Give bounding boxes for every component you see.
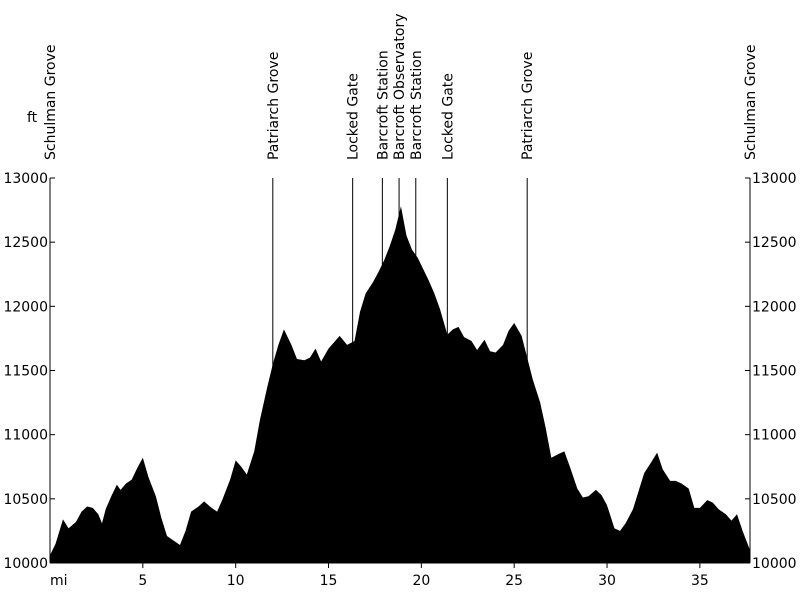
x-tick-label: 25 xyxy=(505,573,523,589)
y-tick-label-right: 12000 xyxy=(752,299,797,315)
y-tick-label-left: 13000 xyxy=(3,171,48,187)
x-tick-label: 5 xyxy=(138,573,147,589)
x-tick-label: 20 xyxy=(412,573,430,589)
x-tick-label: 15 xyxy=(320,573,338,589)
waypoint-label: Barcroft Station xyxy=(375,50,391,160)
waypoint-label: Patriarch Grove xyxy=(266,52,282,160)
y-tick-label-right: 10000 xyxy=(752,556,797,572)
y-tick-label-left: 10000 xyxy=(3,556,48,572)
waypoint-label: Schulman Grove xyxy=(743,44,759,160)
y-tick-label-left: 12000 xyxy=(3,299,48,315)
x-tick-label: 10 xyxy=(227,573,245,589)
waypoint-label: Schulman Grove xyxy=(43,44,59,160)
y-axis-unit-label: ft xyxy=(27,110,38,126)
y-tick-label-right: 11000 xyxy=(752,428,797,444)
waypoint-label: Patriarch Grove xyxy=(520,52,536,160)
y-tick-label-right: 11500 xyxy=(752,364,797,380)
y-tick-label-left: 10500 xyxy=(3,492,48,508)
y-tick-label-right: 10500 xyxy=(752,492,797,508)
y-tick-label-left: 12500 xyxy=(3,235,48,251)
waypoint-label: Locked Gate xyxy=(346,73,362,160)
x-tick-label: 35 xyxy=(691,573,709,589)
y-tick-label-right: 13000 xyxy=(752,171,797,187)
x-tick-label: 30 xyxy=(598,573,616,589)
y-tick-label-left: 11000 xyxy=(3,428,48,444)
y-tick-label-right: 12500 xyxy=(752,235,797,251)
waypoint-label: Locked Gate xyxy=(440,73,456,160)
waypoint-label: Barcroft Station xyxy=(409,50,425,160)
y-tick-label-left: 11500 xyxy=(3,364,48,380)
waypoint-label: Barcroft Observatory xyxy=(392,13,408,160)
x-axis-unit-label: mi xyxy=(50,573,68,589)
elevation-area xyxy=(50,206,750,564)
